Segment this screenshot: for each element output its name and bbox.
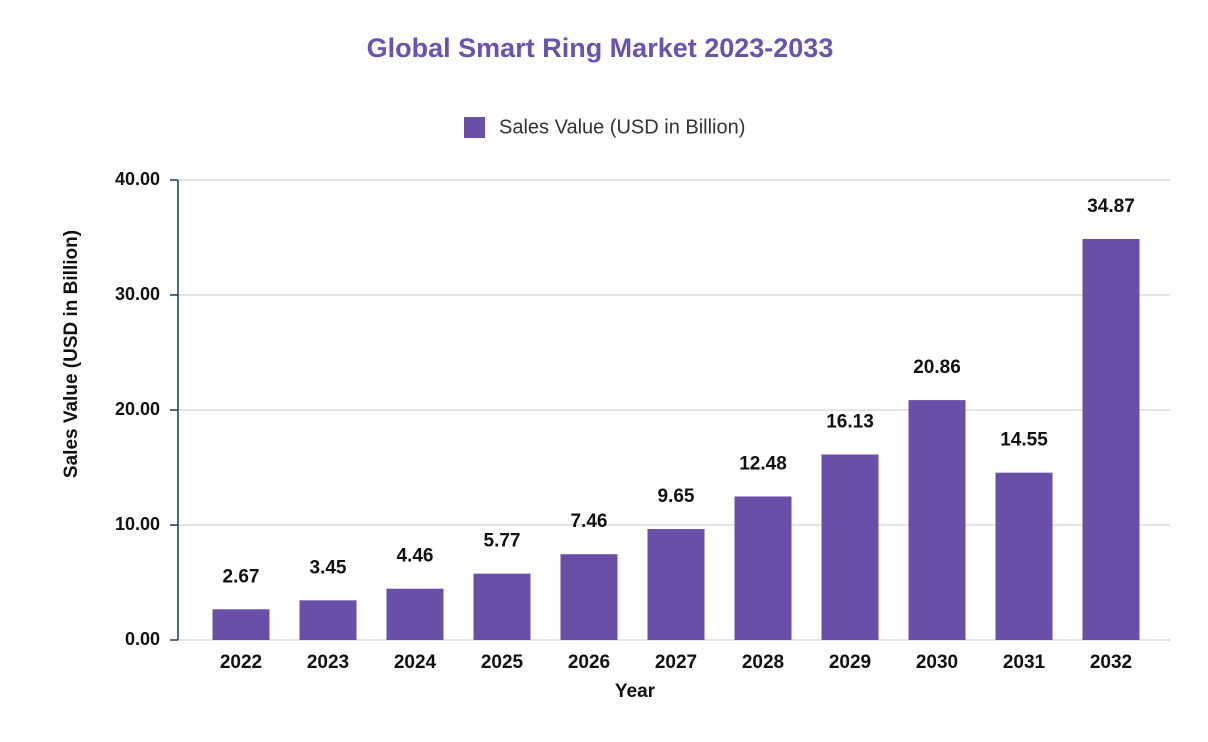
y-tick-label: 30.00	[115, 284, 160, 304]
bar	[821, 454, 879, 640]
bar	[473, 573, 531, 640]
x-tick-label: 2029	[829, 652, 871, 673]
data-label: 3.45	[310, 557, 347, 578]
bar	[1082, 238, 1140, 640]
data-label: 4.46	[397, 546, 434, 567]
data-label: 14.55	[1000, 430, 1048, 451]
x-tick-label: 2030	[916, 652, 958, 673]
data-label: 16.13	[826, 412, 874, 433]
bar	[212, 609, 270, 640]
x-tick-label: 2022	[220, 652, 262, 673]
data-label: 2.67	[223, 566, 260, 587]
x-tick-label: 2032	[1090, 652, 1132, 673]
x-tick-label: 2027	[655, 652, 697, 673]
x-axis-title: Year	[615, 681, 656, 702]
x-tick-label: 2025	[481, 652, 524, 673]
data-label: 9.65	[658, 486, 695, 507]
data-label: 12.48	[739, 453, 787, 474]
x-tick-label: 2023	[307, 652, 349, 673]
y-tick-label: 0.00	[125, 629, 160, 649]
x-tick-label: 2024	[394, 652, 437, 673]
legend-label: Sales Value (USD in Billion)	[499, 116, 745, 138]
y-tick-label: 10.00	[115, 514, 160, 534]
y-axis-title: Sales Value (USD in Billion)	[61, 230, 82, 478]
x-tick-label: 2028	[742, 652, 784, 673]
bar	[560, 554, 618, 640]
bar	[299, 600, 357, 640]
y-tick-label: 20.00	[115, 399, 160, 419]
bar	[647, 529, 705, 640]
data-label: 20.86	[913, 357, 961, 378]
x-tick-label: 2031	[1003, 652, 1046, 673]
data-label: 34.87	[1087, 196, 1135, 217]
x-tick-label: 2026	[568, 652, 610, 673]
legend-swatch	[464, 117, 485, 138]
data-label: 5.77	[484, 531, 521, 552]
chart-title: Global Smart Ring Market 2023-2033	[367, 33, 834, 63]
bar	[908, 400, 966, 640]
bar	[386, 588, 444, 640]
y-tick-label: 40.00	[115, 169, 160, 189]
data-label: 7.46	[571, 511, 608, 532]
bar	[734, 496, 792, 640]
bar	[995, 472, 1053, 640]
